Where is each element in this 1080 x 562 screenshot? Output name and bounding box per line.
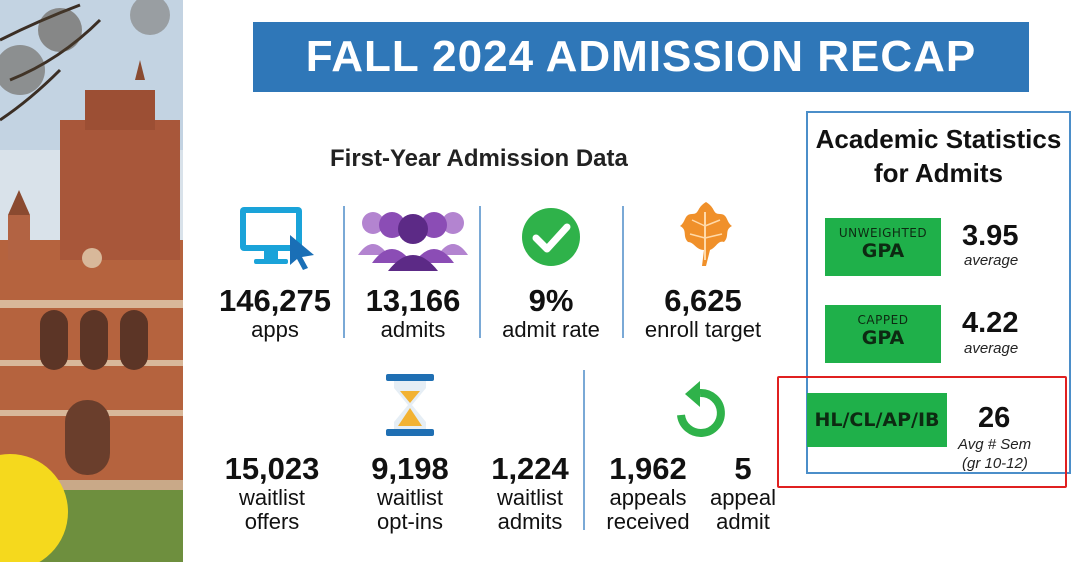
stat-label-line-1: waitlist bbox=[376, 485, 443, 510]
divider bbox=[583, 370, 585, 530]
people-group-icon bbox=[358, 205, 468, 276]
stat-label-line-2: opt-ins bbox=[376, 509, 444, 534]
stat-value: 15,023 bbox=[224, 451, 320, 486]
stat-value: 5 bbox=[734, 451, 752, 486]
stat-appeal-admit: 5 appeal admit bbox=[700, 452, 786, 534]
badge-big-label: GPA bbox=[861, 327, 905, 349]
stat-label-line-2: admit bbox=[716, 509, 770, 534]
stat-label: apps bbox=[251, 317, 299, 342]
divider bbox=[622, 206, 624, 338]
capped-gpa-value: 4.22 bbox=[962, 307, 1019, 339]
oak-leaf-icon bbox=[676, 200, 738, 273]
stat-label-line-1: waitlist bbox=[496, 485, 563, 510]
stat-waitlist-offers: 15,023 waitlist offers bbox=[212, 452, 332, 534]
stat-waitlist-opt-ins: 9,198 waitlist opt-ins bbox=[350, 452, 470, 534]
page-title: FALL 2024 ADMISSION RECAP bbox=[305, 32, 977, 81]
stat-value: 146,275 bbox=[218, 283, 332, 318]
academic-title-line-2: for Admits bbox=[873, 158, 1004, 188]
stat-label: admits bbox=[380, 317, 446, 342]
stat-admit-rate: 9% admit rate bbox=[482, 284, 620, 342]
badge-big-label: HL/CL/AP/IB bbox=[814, 409, 940, 431]
stat-apps: 146,275 apps bbox=[205, 284, 345, 342]
divider bbox=[479, 206, 481, 338]
stat-label-line-2: offers bbox=[244, 509, 300, 534]
stat-label-line-2: admits bbox=[497, 509, 563, 534]
computer-monitor-icon bbox=[238, 205, 318, 275]
stat-label-line-1: appeals bbox=[609, 485, 687, 510]
badge-small-label: UNWEIGHTED bbox=[838, 226, 928, 240]
stat-value: 1,224 bbox=[491, 451, 569, 486]
capped-gpa-sub: average bbox=[964, 340, 1019, 357]
unweighted-gpa-badge: UNWEIGHTED GPA bbox=[825, 218, 941, 276]
stat-value: 9% bbox=[528, 283, 574, 318]
badge-small-label: CAPPED bbox=[857, 313, 909, 327]
stat-waitlist-admits: 1,224 waitlist admits bbox=[478, 452, 582, 534]
stat-appeals-received: 1,962 appeals received bbox=[596, 452, 700, 534]
stat-label-line-1: waitlist bbox=[238, 485, 305, 510]
refresh-arrow-icon bbox=[673, 381, 727, 444]
highlight-box bbox=[777, 376, 1067, 488]
hl-cl-ap-ib-badge: HL/CL/AP/IB bbox=[807, 393, 947, 447]
divider bbox=[343, 206, 345, 338]
checkmark-circle-icon bbox=[521, 207, 581, 272]
hourglass-icon bbox=[384, 374, 436, 441]
unweighted-gpa-value: 3.95 bbox=[962, 220, 1019, 252]
stat-label: admit rate bbox=[502, 317, 600, 342]
stat-value: 1,962 bbox=[609, 451, 687, 486]
academic-title-line-1: Academic Statistics bbox=[815, 124, 1062, 154]
stat-label-line-2: received bbox=[606, 509, 690, 534]
stat-value: 9,198 bbox=[371, 451, 449, 486]
stat-admits: 13,166 admits bbox=[348, 284, 478, 342]
stat-label: enroll target bbox=[644, 317, 762, 342]
stat-label-line-1: appeal bbox=[709, 485, 777, 510]
page-title-banner: FALL 2024 ADMISSION RECAP bbox=[253, 22, 1029, 92]
semesters-value: 26 bbox=[978, 402, 1011, 434]
semesters-sub-line-2: (gr 10-12) bbox=[962, 455, 1028, 472]
unweighted-gpa-sub: average bbox=[964, 252, 1019, 269]
campus-photo bbox=[0, 0, 183, 562]
capped-gpa-badge: CAPPED GPA bbox=[825, 305, 941, 363]
stat-value: 13,166 bbox=[365, 283, 461, 318]
stat-value: 6,625 bbox=[664, 283, 742, 318]
academic-stats-box bbox=[806, 111, 1071, 474]
stat-enroll-target: 6,625 enroll target bbox=[628, 284, 778, 342]
badge-big-label: GPA bbox=[861, 240, 905, 262]
academic-stats-title: Academic Statistics for Admits bbox=[806, 122, 1071, 190]
semesters-sub-line-1: Avg # Sem bbox=[958, 436, 1032, 453]
first-year-section-title: First-Year Admission Data bbox=[330, 145, 628, 172]
